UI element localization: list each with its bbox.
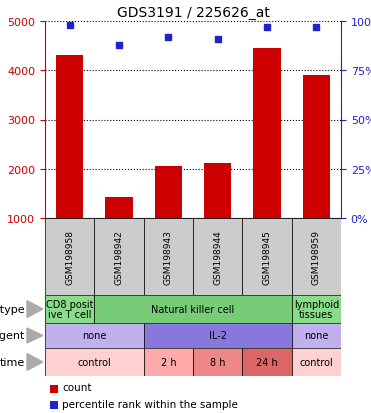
Text: count: count: [62, 382, 92, 392]
Polygon shape: [27, 301, 43, 318]
Bar: [50, 401, 58, 409]
Bar: [292, 323, 341, 348]
Text: 2 h: 2 h: [161, 357, 176, 367]
Bar: [45, 218, 94, 295]
Bar: [105, 198, 132, 218]
Bar: [193, 348, 242, 376]
Text: GSM198958: GSM198958: [65, 230, 74, 284]
Bar: [45, 348, 144, 376]
Bar: [193, 218, 242, 295]
Text: 8 h: 8 h: [210, 357, 226, 367]
Text: none: none: [82, 331, 106, 341]
Text: GSM198945: GSM198945: [263, 230, 272, 284]
Bar: [94, 218, 144, 295]
Text: GSM198959: GSM198959: [312, 230, 321, 284]
Text: GSM198943: GSM198943: [164, 230, 173, 284]
Bar: [253, 48, 280, 218]
Bar: [292, 348, 341, 376]
Text: percentile rank within the sample: percentile rank within the sample: [62, 399, 238, 409]
Bar: [144, 218, 193, 295]
Bar: [242, 218, 292, 295]
Bar: [50, 385, 58, 393]
Bar: [144, 348, 193, 376]
Bar: [56, 56, 83, 218]
Bar: [45, 295, 94, 323]
Bar: [292, 295, 341, 323]
Bar: [94, 295, 292, 323]
Text: agent: agent: [0, 331, 25, 341]
Text: GSM198942: GSM198942: [115, 230, 124, 284]
Text: cell type: cell type: [0, 304, 25, 314]
Text: Natural killer cell: Natural killer cell: [151, 304, 234, 314]
Polygon shape: [27, 354, 43, 370]
Bar: [45, 323, 144, 348]
Polygon shape: [27, 328, 43, 343]
Bar: [144, 323, 292, 348]
Title: GDS3191 / 225626_at: GDS3191 / 225626_at: [116, 5, 269, 19]
Text: control: control: [78, 357, 111, 367]
Text: 24 h: 24 h: [256, 357, 278, 367]
Bar: [242, 348, 292, 376]
Text: lymphoid
tissues: lymphoid tissues: [294, 299, 339, 320]
Text: control: control: [299, 357, 333, 367]
Bar: [204, 164, 231, 218]
Bar: [155, 166, 182, 218]
Bar: [303, 76, 330, 218]
Text: CD8 posit
ive T cell: CD8 posit ive T cell: [46, 299, 93, 320]
Text: time: time: [0, 357, 25, 367]
Text: IL-2: IL-2: [209, 331, 227, 341]
Bar: [292, 218, 341, 295]
Text: GSM198944: GSM198944: [213, 230, 222, 284]
Text: none: none: [304, 331, 329, 341]
